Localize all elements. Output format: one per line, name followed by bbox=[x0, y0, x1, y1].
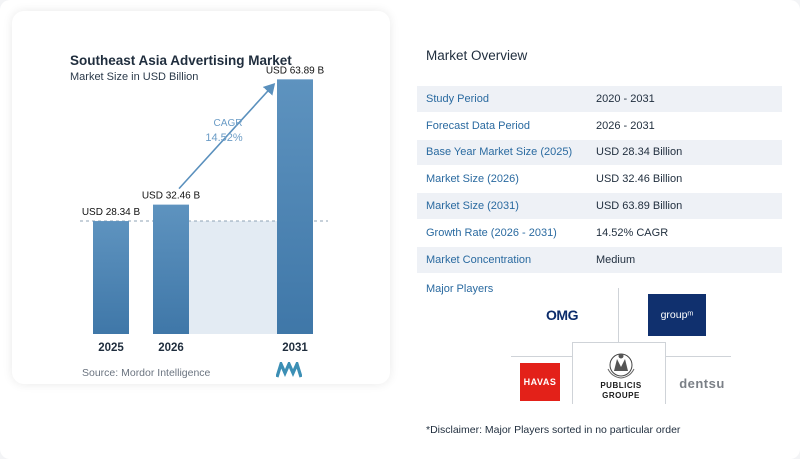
bar-2025 bbox=[93, 221, 129, 334]
players-divider bbox=[511, 356, 573, 357]
mordor-logo-icon bbox=[276, 362, 302, 378]
players-divider bbox=[572, 342, 573, 404]
dentsu-logo: dentsu bbox=[679, 375, 725, 391]
omg-logo: OMG bbox=[546, 307, 578, 323]
bar-chart: USD 28.34 B 2025 USD 32.46 B 2026 USD 63.89 … bbox=[80, 65, 328, 354]
disclaimer: *Disclaimer: Major Players sorted in no … bbox=[426, 424, 681, 436]
overview-row-label: Market Concentration bbox=[417, 246, 587, 273]
players-divider bbox=[665, 342, 666, 404]
data-label-2026: USD 32.46 B bbox=[142, 191, 201, 202]
players-divider bbox=[618, 288, 619, 343]
overview-row-value: USD 32.46 Billion bbox=[587, 166, 782, 193]
overview-row: Study Period 2020 - 2031 bbox=[417, 86, 782, 113]
chart-subtitle: Market Size in USD Billion bbox=[70, 71, 199, 83]
overview-row-label: Growth Rate (2026 - 2031) bbox=[417, 219, 587, 246]
data-label-2031: USD 63.89 B bbox=[266, 65, 325, 76]
havas-logo: HAVAS bbox=[520, 363, 560, 401]
tick-label-2026: 2026 bbox=[158, 342, 184, 354]
overview-row-label: Forecast Data Period bbox=[417, 112, 587, 139]
publicis-emblem-icon bbox=[607, 353, 635, 379]
overview-row-value: 2020 - 2031 bbox=[587, 86, 782, 112]
overview-row: Growth Rate (2026 - 2031) 14.52% CAGR bbox=[417, 219, 782, 247]
bar-2026 bbox=[153, 204, 189, 334]
overview-row-value: Medium bbox=[587, 246, 782, 273]
overview-row-label: Market Size (2026) bbox=[417, 166, 587, 193]
overview-table: Study Period 2020 - 2031 Forecast Data Per… bbox=[417, 86, 782, 274]
major-players-label: Major Players bbox=[426, 283, 494, 295]
chart-title: Southeast Asia Advertising Market bbox=[70, 53, 292, 68]
publicis-text: GROUPE bbox=[602, 391, 640, 400]
data-label-2025: USD 28.34 B bbox=[82, 207, 141, 218]
overview-row-label: Study Period bbox=[417, 86, 587, 112]
chart-source: Source: Mordor Intelligence bbox=[82, 367, 211, 379]
bar-2031 bbox=[277, 79, 313, 334]
overview-row-value: 14.52% CAGR bbox=[587, 219, 782, 246]
overview-row-value: USD 63.89 Billion bbox=[587, 193, 782, 219]
overview-row: Forecast Data Period 2026 - 2031 bbox=[417, 112, 782, 140]
cagr-arrow bbox=[178, 82, 276, 190]
overview-title: Market Overview bbox=[426, 48, 528, 63]
overview-row: Market Size (2031) USD 63.89 Billion bbox=[417, 193, 782, 220]
groupm-logo: groupᵐ bbox=[648, 294, 706, 336]
overview-row-value: USD 28.34 Billion bbox=[587, 139, 782, 166]
tick-label-2031: 2031 bbox=[282, 342, 308, 354]
overview-row-label: Base Year Market Size (2025) bbox=[417, 139, 587, 166]
overview-row: Market Size (2026) USD 32.46 Billion bbox=[417, 166, 782, 194]
players-divider bbox=[572, 342, 666, 343]
overview-row-label: Market Size (2031) bbox=[417, 193, 587, 219]
publicis-logo: PUBLICIS GROUPE bbox=[587, 349, 655, 405]
players-divider bbox=[665, 356, 731, 357]
overview-row: Base Year Market Size (2025) USD 28.34 Bi… bbox=[417, 139, 782, 167]
tick-label-2025: 2025 bbox=[98, 342, 124, 354]
cagr-value: 14.52% bbox=[205, 132, 243, 144]
overview-row-value: 2026 - 2031 bbox=[587, 112, 782, 139]
reference-band bbox=[189, 221, 277, 334]
cagr-label: CAGR bbox=[214, 118, 243, 129]
publicis-text: PUBLICIS bbox=[600, 381, 642, 390]
overview-row: Market Concentration Medium bbox=[417, 246, 782, 274]
